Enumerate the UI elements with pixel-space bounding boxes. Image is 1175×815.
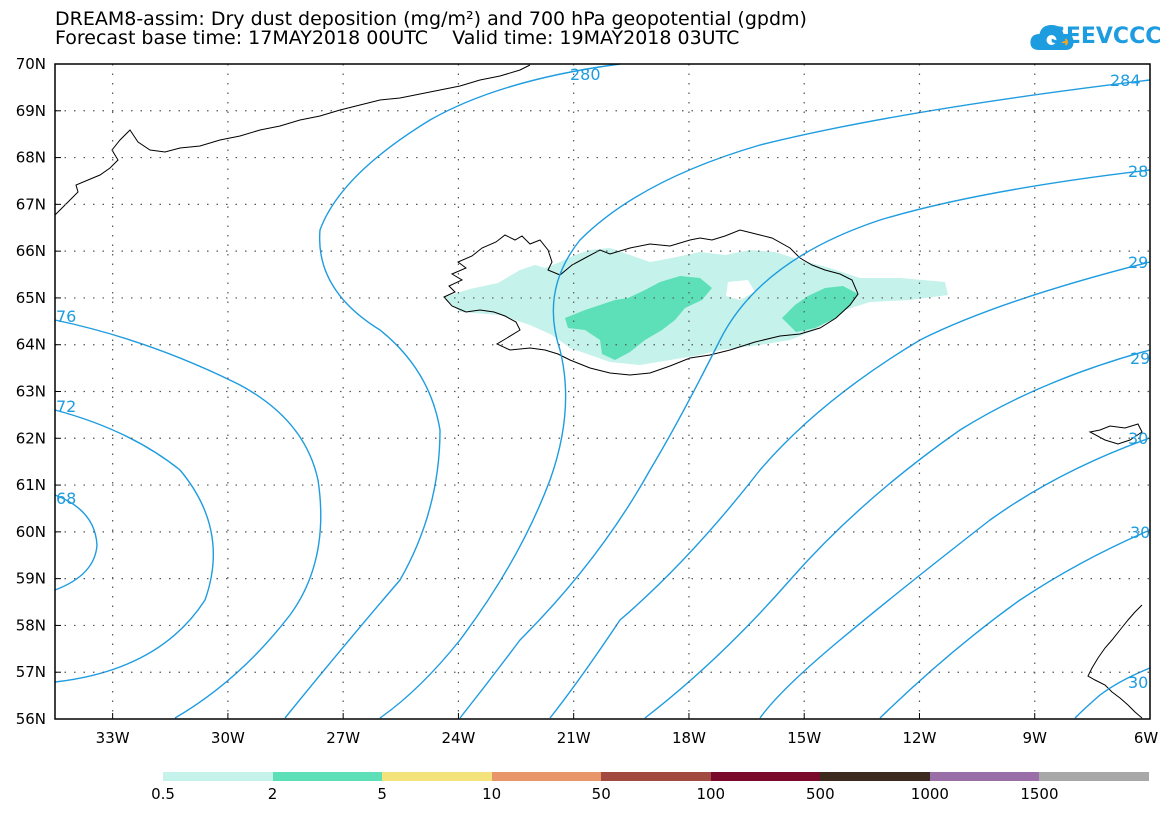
colorbar-segment [491,772,602,781]
colorbar-label: 5 [377,785,387,803]
contour-line [644,349,1151,719]
colorbar-segment [601,772,712,781]
lat-tick-label: 61N [16,476,46,494]
lat-lon-grid [55,64,1150,719]
lat-tick-label: 66N [16,242,46,260]
dust-area-medium [565,276,712,360]
contour-label: 76 [56,307,76,326]
contour-label: 29 [1130,349,1150,368]
contour-label: 29 [1128,253,1148,272]
lat-tick-label: 68N [16,149,46,167]
cloud-icon [1030,25,1074,50]
logo-text: SEEVCCC [1050,24,1162,49]
lat-tick-label: 57N [16,663,46,681]
iceland-coastline [443,229,859,376]
lat-tick-label: 67N [16,195,46,213]
contour-line [549,261,1151,719]
colorbar-label: 50 [591,785,611,803]
lat-tick-label: 64N [16,336,46,354]
colorbar-label: 10 [482,785,502,803]
colorbar [163,772,1150,781]
colorbar-label: 2 [267,785,278,803]
contour-line [54,494,98,591]
coastlines [54,64,1143,719]
colorbar-label: 100 [696,785,726,803]
dust-deposition-field [444,248,948,365]
contour-label: 72 [56,397,76,416]
contour-line [284,63,621,719]
lat-tick-label: 70N [16,55,46,73]
dust-area-light [444,248,948,365]
lon-tick-label: 12W [903,729,937,747]
lon-tick-label: 18W [672,729,706,747]
contour-line [54,319,322,719]
colorbar-segment [272,772,383,781]
contour-label: 68 [56,489,76,508]
lon-tick-label: 33W [96,729,130,747]
colorbar-label: 1500 [1020,785,1059,803]
lat-tick-label: 56N [16,710,46,728]
contour-line [379,79,1151,719]
contour-line [759,437,1151,719]
lat-tick-label: 69N [16,102,46,120]
colorbar-label: 1000 [910,785,949,803]
contour-label: 284 [1110,71,1141,90]
dust-area-light-inner [726,280,755,300]
faroe-shetland-coastline [1088,423,1143,445]
lat-tick-label: 60N [16,523,46,541]
colorbar-segment [710,772,821,781]
contour-label: 28 [1128,162,1148,181]
contour-label: 30 [1128,673,1148,692]
contour-label: 30 [1130,523,1150,542]
greenland-coastline [54,64,531,216]
axis-ticks: 33W 30W 27W 24W 21W 18W 15W 12W 9W 6W 56N 57N 58N 59N… [16,55,1159,747]
contour-line [54,409,214,683]
lat-tick-label: 58N [16,616,46,634]
lon-tick-label: 24W [441,729,475,747]
colorbar-segment [163,772,274,781]
colorbar-segment [820,772,931,781]
lon-tick-label: 27W [326,729,360,747]
contour-line [879,529,1151,719]
colorbar-label: 500 [806,785,835,803]
geopotential-contours [54,63,1151,719]
colorbar-segment [929,772,1040,781]
lon-tick-label: 9W [1023,729,1048,747]
contour-labels: 280 284 28 29 29 30 30 76 72 68 30 [56,65,1150,692]
lon-tick-label: 15W [787,729,821,747]
lat-tick-label: 65N [16,289,46,307]
map-frame [54,63,1151,720]
contour-label: 280 [570,65,601,84]
lat-tick-label: 59N [16,570,46,588]
colorbar-segment [382,772,493,781]
contour-line [1074,667,1151,719]
contour-line [459,169,1151,719]
lat-tick-label: 63N [16,383,46,401]
lon-tick-label: 6W [1134,729,1159,747]
lon-tick-label: 21W [557,729,591,747]
colorbar-label: 0.5 [151,785,175,803]
map-title-line1: DREAM8-assim: Dry dust deposition (mg/m²… [55,8,807,30]
scotland-coastline [1087,604,1143,719]
colorbar-segment [1039,772,1150,781]
lon-tick-label: 30W [211,729,245,747]
dust-area-medium-east [782,286,858,332]
map-title-line2: Forecast base time: 17MAY2018 00UTC Vali… [55,27,740,49]
lat-tick-label: 62N [16,429,46,447]
